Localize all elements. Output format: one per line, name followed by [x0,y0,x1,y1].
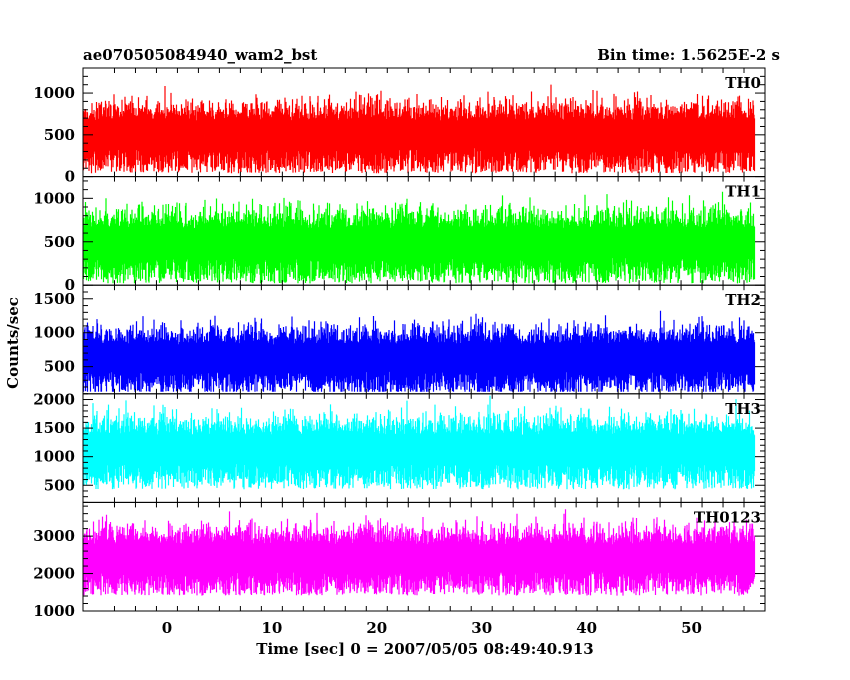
y-tick-label: 500 [44,358,75,376]
y-tick-label: 1000 [33,324,75,342]
y-tick-label: 500 [44,126,75,144]
y-tick-label: 3000 [33,527,75,545]
y-tick-label: 0 [65,168,75,186]
panel-th0: 0 500 1000 TH0 [33,67,766,186]
y-tick-label: 2000 [33,565,75,583]
panel-label-th3: TH3 [725,400,761,418]
panel-label-th1: TH1 [725,183,761,201]
chart-title-left: ae070505084940_wam2_bst [83,46,317,64]
y-tick-label: 500 [44,233,75,251]
panel-th1: 0 500 1000 TH1 [33,176,766,294]
series-trace-th1 [83,191,756,284]
x-tick-label: 50 [681,619,702,637]
chart-title-right: Bin time: 1.5625E-2 s [597,46,780,64]
panel-label-th0: TH0 [725,74,761,92]
x-tick-label: 30 [471,619,492,637]
y-tick-label: 1000 [33,602,75,620]
y-tick-label: 1000 [33,189,75,207]
x-tick-label: 20 [366,619,387,637]
panel-label-th2: TH2 [725,291,761,309]
series-trace-th3 [83,395,756,490]
y-axis-label: Counts/sec [4,297,22,389]
panel-th3: 500 1000 1500 2000 TH3 [33,391,766,503]
y-tick-label: 1000 [33,448,75,466]
y-tick-label: 1000 [33,84,75,102]
panel-frame [82,501,766,612]
panel-label-th0123: TH0123 [694,508,761,526]
panel-th2: 500 1000 1500 TH2 [33,284,766,395]
y-tick-label: 2000 [33,391,75,409]
y-tick-label: 1500 [33,290,75,308]
y-tick-label: 0 [65,276,75,294]
x-tick-label: 0 [162,619,172,637]
series-trace-th0 [83,84,756,174]
y-tick-label: 500 [44,476,75,494]
y-tick-label: 1500 [33,419,75,437]
x-tick-label: 40 [576,619,597,637]
x-tick-label: 10 [261,619,282,637]
panel-th0123: 1000 2000 3000 TH0123 [33,501,766,620]
x-axis-label: Time [sec] 0 = 2007/05/05 08:49:40.913 [256,640,593,658]
series-trace-th2 [83,310,756,392]
series-trace-th0123 [83,509,756,596]
